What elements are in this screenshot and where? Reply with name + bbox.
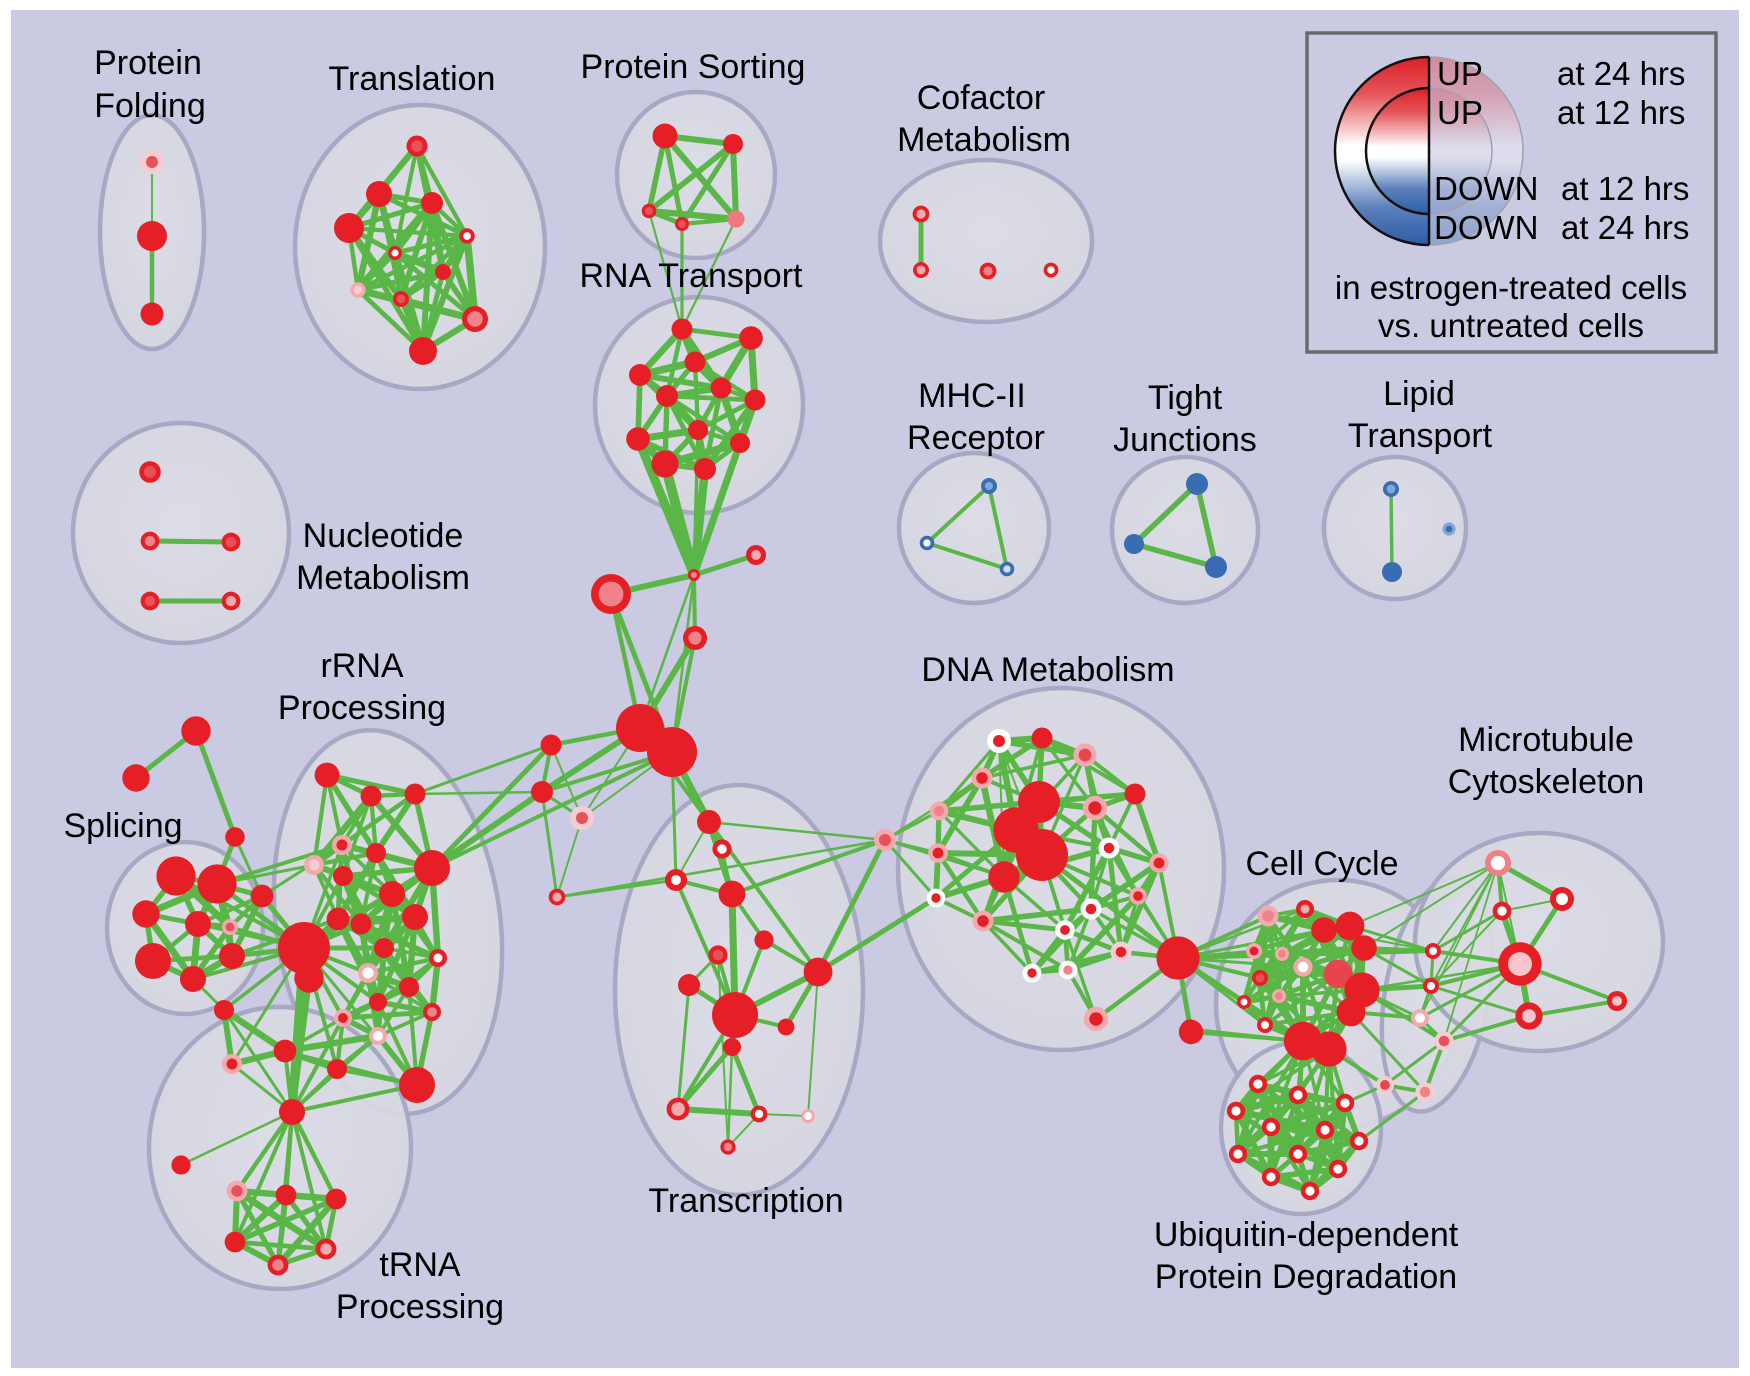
svg-text:in estrogen-treated cells: in estrogen-treated cells (1335, 269, 1687, 306)
svg-text:Lipid: Lipid (1383, 375, 1455, 413)
svg-text:at 12 hrs: at 12 hrs (1557, 94, 1685, 131)
svg-text:DNA Metabolism: DNA Metabolism (921, 651, 1174, 689)
svg-text:at 24 hrs: at 24 hrs (1561, 209, 1689, 246)
svg-text:Microtubule: Microtubule (1458, 721, 1634, 759)
svg-text:Junctions: Junctions (1113, 421, 1257, 459)
svg-text:Protein Degradation: Protein Degradation (1155, 1258, 1457, 1296)
svg-text:Transport: Transport (1348, 417, 1493, 455)
svg-text:Processing: Processing (336, 1288, 504, 1326)
svg-text:Cell Cycle: Cell Cycle (1245, 845, 1398, 883)
svg-text:rRNA: rRNA (320, 647, 403, 685)
svg-text:UP: UP (1437, 94, 1483, 131)
svg-text:Nucleotide: Nucleotide (303, 517, 464, 555)
svg-text:vs. untreated cells: vs. untreated cells (1378, 307, 1644, 344)
svg-text:Metabolism: Metabolism (296, 559, 470, 597)
svg-text:Translation: Translation (329, 60, 496, 98)
svg-text:at 24 hrs: at 24 hrs (1557, 55, 1685, 92)
svg-text:Transcription: Transcription (648, 1182, 843, 1220)
svg-text:Metabolism: Metabolism (897, 121, 1071, 159)
svg-text:Protein: Protein (94, 44, 202, 82)
svg-text:Cytoskeleton: Cytoskeleton (1448, 763, 1645, 801)
svg-text:Processing: Processing (278, 689, 446, 727)
svg-text:DOWN: DOWN (1434, 209, 1538, 246)
svg-text:Receptor: Receptor (907, 419, 1045, 457)
svg-text:Tight: Tight (1148, 379, 1223, 417)
svg-text:Folding: Folding (94, 87, 206, 125)
svg-text:Protein Sorting: Protein Sorting (581, 48, 806, 86)
svg-text:at 12 hrs: at 12 hrs (1561, 170, 1689, 207)
svg-text:DOWN: DOWN (1434, 170, 1538, 207)
svg-text:RNA Transport: RNA Transport (580, 257, 804, 295)
svg-text:Cofactor: Cofactor (917, 79, 1046, 117)
svg-text:tRNA: tRNA (379, 1246, 461, 1284)
svg-text:UP: UP (1437, 55, 1483, 92)
svg-text:MHC-II: MHC-II (918, 377, 1026, 415)
svg-text:Ubiquitin-dependent: Ubiquitin-dependent (1154, 1216, 1459, 1254)
svg-text:Splicing: Splicing (63, 807, 182, 845)
